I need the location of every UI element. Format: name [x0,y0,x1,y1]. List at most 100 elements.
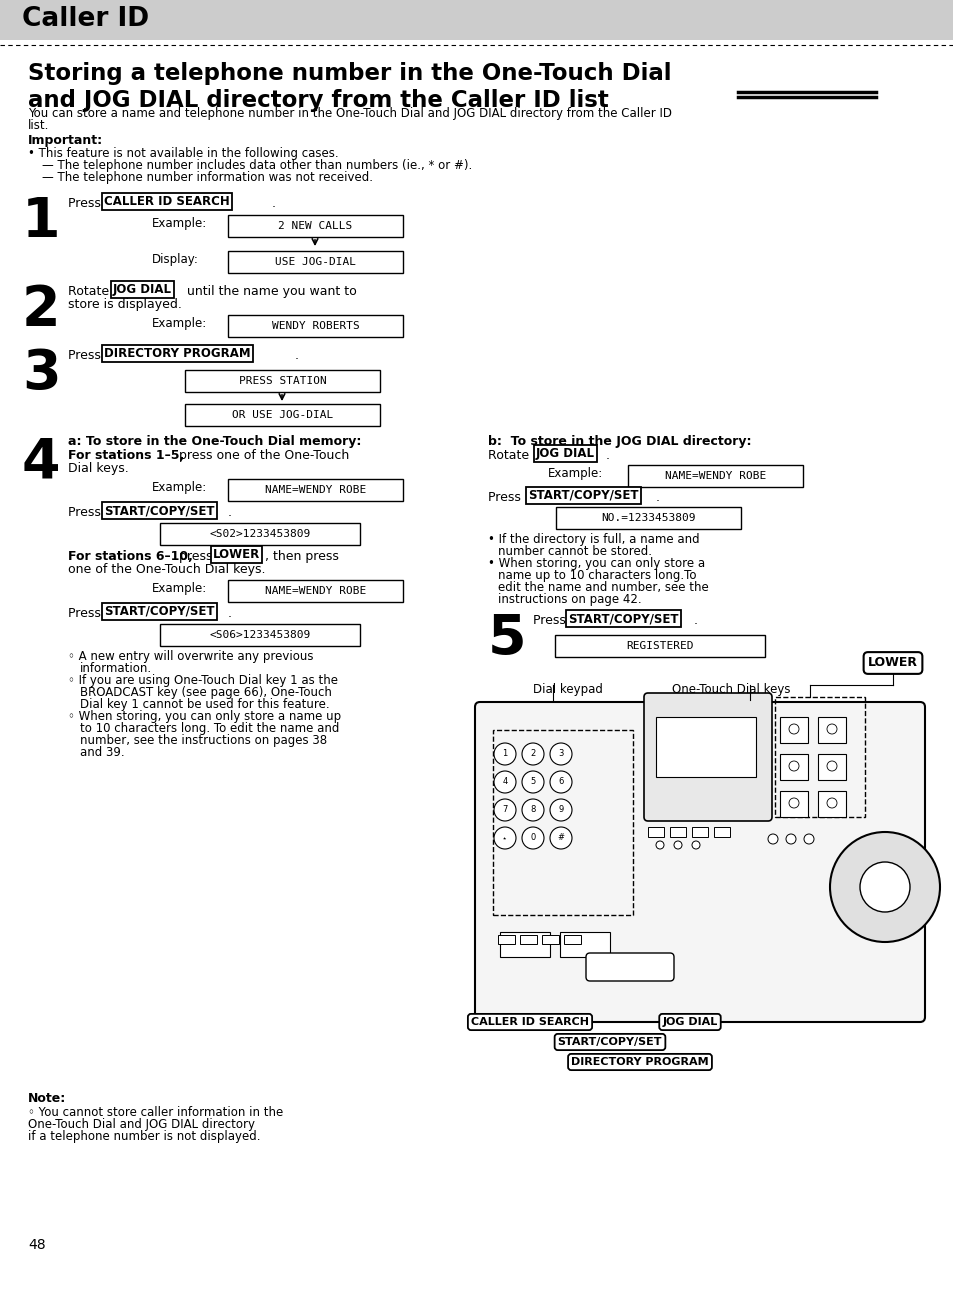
Bar [817,754,845,780]
Text: press: press [174,550,216,563]
Circle shape [550,742,572,765]
Text: ◦ When storing, you can only store a name up: ◦ When storing, you can only store a nam… [68,710,341,723]
Text: Rotate: Rotate [68,285,113,298]
Bar [160,523,359,545]
Text: 4: 4 [502,778,507,787]
Text: until the name you want to: until the name you want to [183,285,356,298]
Circle shape [550,771,572,793]
Bar [559,932,609,957]
Text: .: . [294,349,298,362]
Text: if a telephone number is not displayed.: if a telephone number is not displayed. [28,1131,260,1144]
Bar [228,580,402,603]
Text: 0: 0 [530,834,535,843]
Bar [541,935,558,944]
Text: Press: Press [68,506,105,519]
Text: ◦ You cannot store caller information in the: ◦ You cannot store caller information in… [28,1106,283,1119]
Text: START/COPY/SET: START/COPY/SET [104,505,214,518]
Text: START/COPY/SET: START/COPY/SET [104,605,214,618]
Bar [669,827,685,836]
Text: store is displayed.: store is displayed. [68,298,182,311]
FancyBboxPatch shape [585,953,673,982]
Text: JOG DIAL: JOG DIAL [536,447,595,460]
Circle shape [788,724,799,735]
Text: NAME=WENDY ROBE: NAME=WENDY ROBE [664,471,765,481]
Circle shape [859,863,909,912]
Text: Example:: Example: [547,467,602,480]
Text: ◦ If you are using One-Touch Dial key 1 as the: ◦ If you are using One-Touch Dial key 1 … [68,674,337,687]
Text: Press: Press [533,614,569,627]
Text: For stations 1–5,: For stations 1–5, [68,450,184,461]
Text: JOG DIAL: JOG DIAL [112,284,172,295]
FancyBboxPatch shape [643,693,771,821]
Circle shape [767,834,778,844]
Text: instructions on page 42.: instructions on page 42. [497,593,641,606]
Text: and 39.: and 39. [80,746,125,759]
Text: 8: 8 [530,805,536,814]
Bar [656,718,755,776]
Circle shape [656,840,663,850]
Text: list.: list. [28,119,50,132]
Text: 2: 2 [530,749,535,758]
Text: .: . [605,450,609,461]
Bar [817,791,845,817]
Text: PRESS STATION: PRESS STATION [238,376,326,386]
Text: CALLER ID SEARCH: CALLER ID SEARCH [104,195,230,208]
Text: .: . [693,614,698,627]
Text: 2: 2 [22,284,61,337]
Circle shape [494,799,516,821]
Circle shape [550,799,572,821]
Text: LOWER: LOWER [867,656,917,669]
Text: JOG DIAL: JOG DIAL [661,1017,717,1027]
Bar [563,935,580,944]
Text: .: . [228,506,232,519]
Text: Press: Press [68,606,105,620]
Circle shape [829,833,939,942]
Bar [228,478,402,501]
Bar [774,697,864,817]
Circle shape [494,771,516,793]
Text: 3: 3 [22,346,61,401]
Text: START/COPY/SET: START/COPY/SET [558,1036,661,1047]
Text: Caller ID: Caller ID [22,7,149,31]
Text: ◦ A new entry will overwrite any previous: ◦ A new entry will overwrite any previou… [68,650,314,663]
Text: • When storing, you can only store a: • When storing, you can only store a [488,557,704,570]
Bar [780,791,807,817]
Text: 2 NEW CALLS: 2 NEW CALLS [278,221,353,231]
Bar [493,731,633,915]
Text: .: . [656,491,659,505]
Text: Press: Press [68,197,105,210]
Bar [817,718,845,742]
Bar [228,315,402,337]
Text: ⋆: ⋆ [502,834,507,843]
Text: 3: 3 [558,749,563,758]
Bar [647,827,663,836]
Text: One-Touch Dial and JOG DIAL directory: One-Touch Dial and JOG DIAL directory [28,1117,254,1131]
Text: — The telephone number includes data other than numbers (ie., * or #).: — The telephone number includes data oth… [42,159,472,173]
Circle shape [673,840,681,850]
Text: 7: 7 [502,805,507,814]
Bar [713,827,729,836]
Text: 1: 1 [502,749,507,758]
Text: Dial keypad: Dial keypad [533,684,602,697]
Text: NAME=WENDY ROBE: NAME=WENDY ROBE [265,485,366,495]
Text: Rotate: Rotate [488,450,533,461]
Text: Storing a telephone number in the One-Touch Dial: Storing a telephone number in the One-To… [28,61,671,85]
Text: DIRECTORY PROGRAM: DIRECTORY PROGRAM [571,1057,708,1067]
Circle shape [494,827,516,850]
Bar [691,827,707,836]
Circle shape [521,799,543,821]
Text: and JOG DIAL directory from the Caller ID list: and JOG DIAL directory from the Caller I… [28,89,608,112]
Text: Example:: Example: [152,217,207,230]
Bar [780,754,807,780]
Bar [497,935,515,944]
Circle shape [826,761,836,771]
Text: #: # [557,834,564,843]
Text: <S06>1233453809: <S06>1233453809 [209,630,311,640]
Circle shape [494,742,516,765]
Text: 6: 6 [558,778,563,787]
Text: 1: 1 [22,195,61,250]
Bar [185,370,379,392]
Circle shape [521,742,543,765]
Text: number cannot be stored.: number cannot be stored. [497,545,651,558]
Text: LOWER: LOWER [213,548,260,561]
